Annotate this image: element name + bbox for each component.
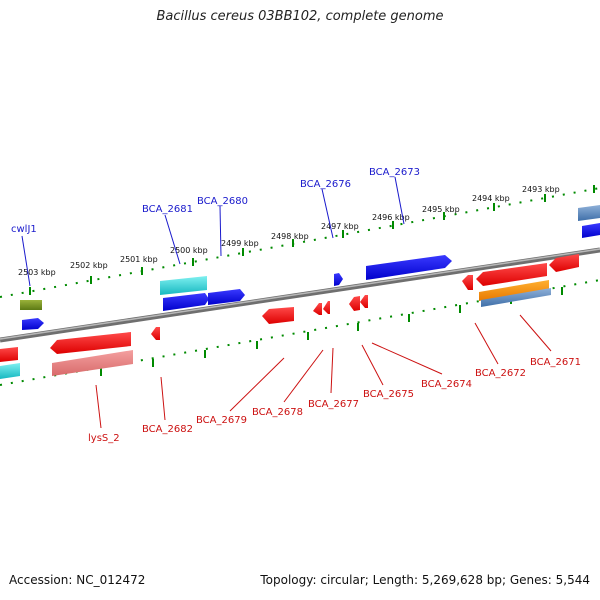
gene-feature[interactable] [578,205,600,221]
gene-label[interactable]: BCA_2676 [300,179,351,190]
top-gene-labels: cwlJ1 BCA_2681 BCA_2680 BCA_2676 BCA_267… [11,167,420,287]
gene-feature[interactable] [20,300,42,310]
gene-label[interactable]: BCA_2672 [475,368,526,379]
gene-feature[interactable] [52,350,133,376]
tick-label: 2502 kbp [70,261,108,270]
gene-feature[interactable] [334,273,343,286]
gene-label[interactable]: BCA_2680 [197,196,248,207]
gene-feature[interactable] [208,289,245,305]
tick-labels: 2503 kbp 2502 kbp 2501 kbp 2500 kbp 2499… [18,185,560,277]
gene-feature[interactable] [262,307,294,324]
gene-feature[interactable] [479,280,549,301]
accession-text: Accession: NC_012472 [9,573,146,587]
gene-features [0,205,600,379]
tick-label: 2501 kbp [120,255,158,264]
tick-label: 2503 kbp [18,268,56,277]
tick-label: 2494 kbp [472,194,510,203]
gene-feature[interactable] [549,254,579,272]
upper-tick-track [0,185,600,298]
gene-feature[interactable] [481,288,551,307]
gene-feature[interactable] [313,303,322,315]
gene-feature[interactable] [582,223,600,238]
gene-label[interactable]: BCA_2681 [142,204,193,215]
gene-label[interactable]: BCA_2677 [308,399,359,410]
gene-feature[interactable] [0,347,18,362]
gene-label[interactable]: BCA_2671 [530,357,581,368]
gene-feature[interactable] [462,275,473,290]
gene-feature[interactable] [323,301,330,314]
gene-feature[interactable] [160,276,207,295]
gene-label[interactable]: cwlJ1 [11,224,37,235]
tick-label: 2498 kbp [271,232,309,241]
tick-label: 2497 kbp [321,222,359,231]
gene-label[interactable]: BCA_2674 [421,379,472,390]
gene-label[interactable]: BCA_2678 [252,407,303,418]
genome-backbone [0,247,600,343]
gene-label[interactable]: BCA_2673 [369,167,420,178]
tick-label: 2500 kbp [170,246,208,255]
tick-label: 2499 kbp [221,239,259,248]
gene-feature[interactable] [151,327,160,340]
gene-feature[interactable] [476,263,547,286]
gene-feature[interactable] [50,332,131,354]
genome-summary-text: Topology: circular; Length: 5,269,628 bp… [260,573,590,587]
gene-feature[interactable] [0,363,20,379]
gene-label[interactable]: lysS_2 [88,433,120,444]
map-title: Bacillus cereus 03BB102, complete genome [156,9,444,24]
tick-label: 2496 kbp [372,213,410,222]
tick-label: 2493 kbp [522,185,560,194]
bottom-gene-labels: lysS_2 BCA_2682 BCA_2679 BCA_2678 BCA_26… [88,314,581,444]
gene-feature[interactable] [366,255,452,280]
tick-label: 2495 kbp [422,205,460,214]
gene-feature[interactable] [349,296,360,311]
gene-label[interactable]: BCA_2675 [363,389,414,400]
gene-feature[interactable] [163,293,209,311]
gene-feature[interactable] [22,318,44,330]
gene-feature[interactable] [360,295,368,308]
gene-label[interactable]: BCA_2682 [142,424,193,435]
gene-label[interactable]: BCA_2679 [196,415,247,426]
